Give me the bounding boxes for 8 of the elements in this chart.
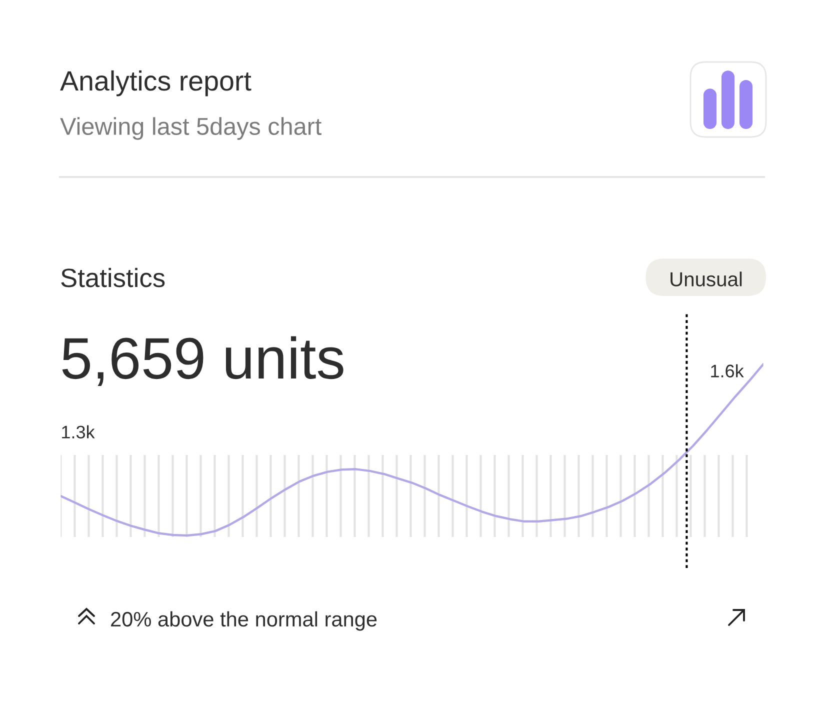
data-label: 1.3k	[62, 425, 95, 438]
chart-title: Analytics report	[60, 70, 252, 96]
chart-subtitle: Viewing last 5days chart	[60, 117, 322, 140]
data-label: 1.6k	[711, 364, 744, 378]
annotation: 5,659 units	[62, 336, 344, 386]
text: Statistics	[61, 268, 165, 288]
text: 20% above the normal range	[111, 611, 377, 631]
text: Unusual	[670, 272, 742, 286]
